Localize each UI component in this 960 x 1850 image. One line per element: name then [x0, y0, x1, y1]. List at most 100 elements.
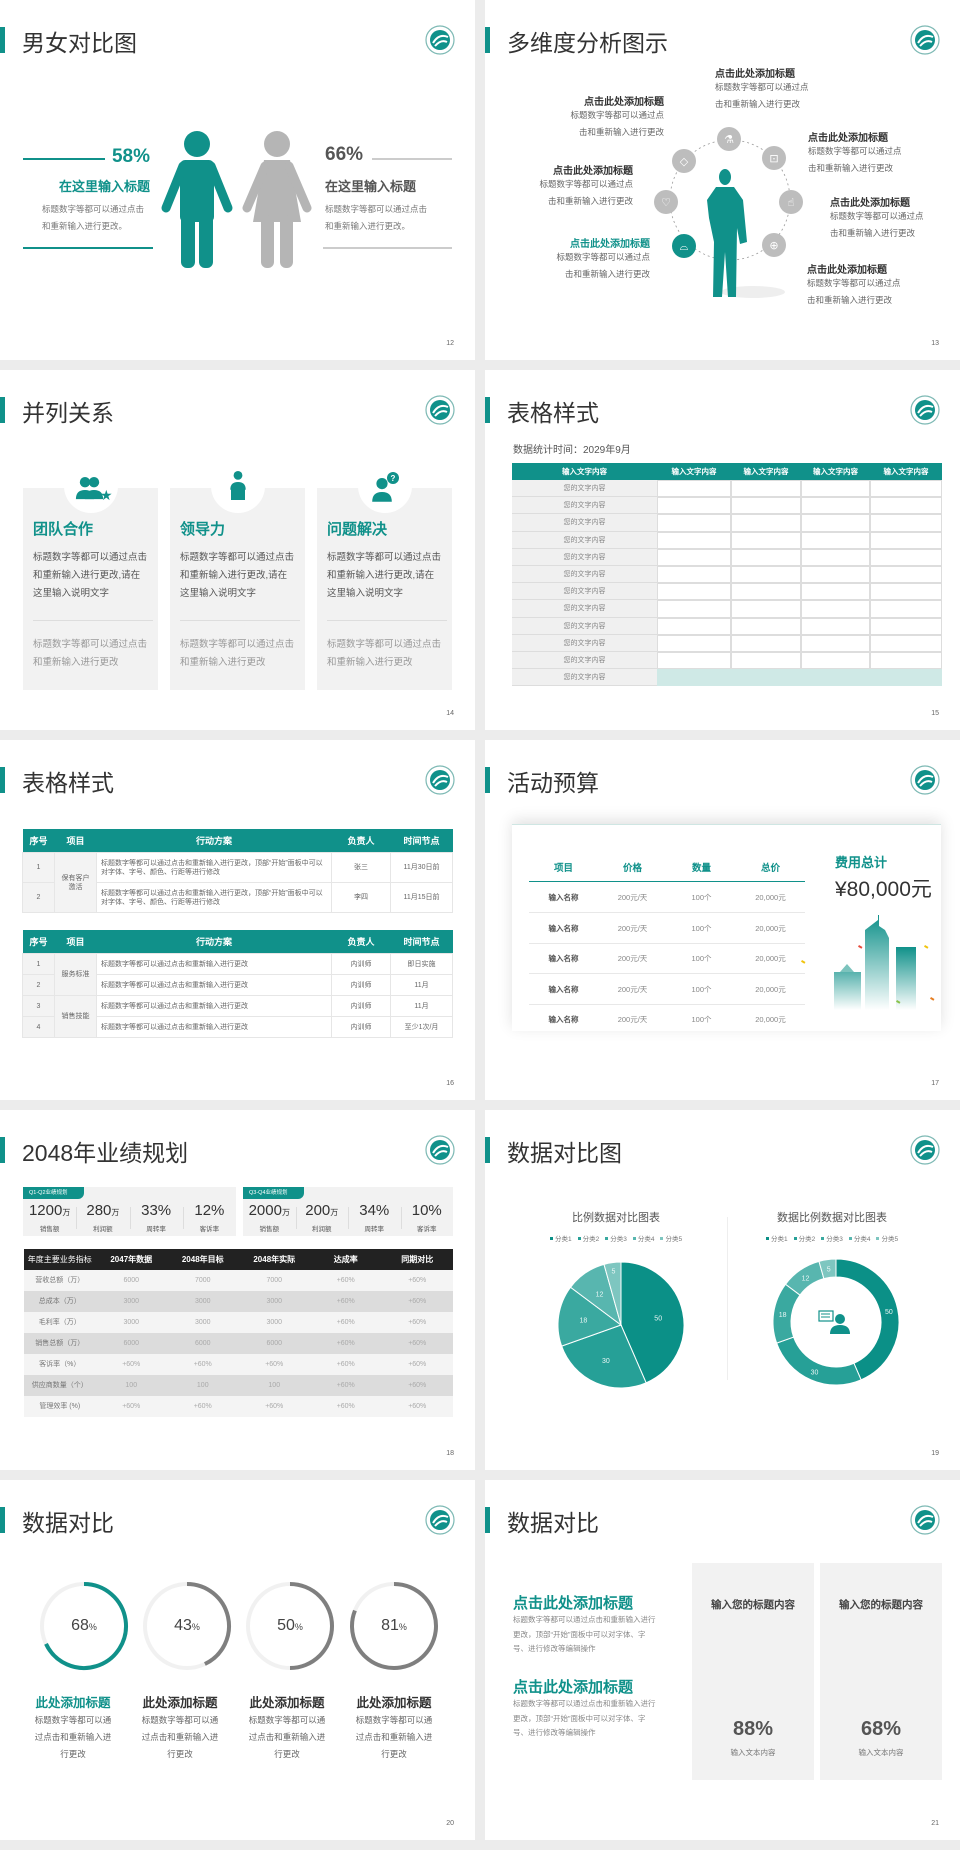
card-body-text: 这里输入说明文字 [33, 588, 110, 599]
female-body-text: 标题数字等都可以通过点击 [325, 204, 428, 214]
school-logo-icon [425, 765, 455, 795]
ring-body-text: 行更改 [60, 1749, 86, 1759]
card-body-text: 和重新输入进行更改,请在 [180, 570, 288, 581]
table-cell [870, 566, 942, 584]
logo-mark [917, 404, 934, 417]
slide-18[interactable]: 2048年业绩规划 18 Q1-Q2业绩规划 1200万 销售额 280万 利润额 33% 周转… [0, 1110, 475, 1470]
ring-body-text: 过点击和重新输入进 [141, 1732, 219, 1742]
card-title: 问题解决 [327, 521, 388, 538]
gauge-label: 输入文本内容 [858, 1748, 904, 1757]
slide-19[interactable]: 数据对比图 19 比例数据对比图表 分类1 分类2 分类3 分类4 分类5 50 30 18 12 5 数… [485, 1110, 960, 1470]
table-cell [870, 617, 942, 635]
logo-mark [432, 1514, 449, 1527]
shadow [721, 286, 785, 298]
legend-label: 分类2 [798, 1236, 816, 1243]
low-building [834, 972, 861, 1010]
shoulders [830, 1325, 850, 1334]
table-cell [870, 634, 942, 652]
table-cell [657, 548, 731, 566]
body [707, 187, 747, 297]
table-cell [801, 600, 870, 618]
card-title: 领导力 [180, 521, 226, 538]
page-number: 13 [931, 340, 939, 347]
slide-14[interactable]: 并列关系 14 ★ 团队合作 标题数字等都可以通过点击 和重新输入进行更改,请在 这里输入说… [0, 370, 475, 730]
parallel-card [170, 488, 305, 690]
ring-body-text: 标题数字等都可以通 [34, 1715, 112, 1725]
card-note-text: 标题数字等都可以通过点击 [180, 639, 295, 650]
row-plan: 标题数字等都可以通过点击和重新输入进行更改，顶部“开始”面板中可以对字体、字号、… [96, 882, 332, 913]
card-note-text: 和重新输入进行更改 [180, 657, 266, 668]
legend-label: 分类3 [610, 1236, 627, 1243]
slide-title: 数据对比 [22, 1510, 114, 1536]
kpi-table-cell: 3000 [123, 1319, 140, 1326]
budget-cell: 输入名称 [548, 984, 579, 994]
slide-13[interactable]: 多维度分析图示 13 ⚗ ◇ ♡ ⌓ ⊡ ☝ ⊕ 点击此处添加标题 标题数字等都可以通过点 击和重新输… [485, 0, 960, 360]
head [233, 471, 243, 480]
row-deadline: 11月15日前 [390, 882, 453, 913]
legend-item: 分类4 [632, 1233, 654, 1243]
globe-icon: ⊕ [762, 233, 786, 257]
table-row-label: 您的文字内容 [512, 583, 657, 601]
title-accent-bar [0, 27, 5, 53]
ring-number: 68 [71, 1617, 89, 1634]
slice-分类5 [818, 1258, 837, 1280]
card-title: 团队合作 [33, 521, 94, 538]
budget-cell: 200元/天 [617, 984, 648, 994]
gauge-value: 68% [820, 1718, 942, 1741]
data-label: 30 [811, 1370, 819, 1377]
row-owner: 内训师 [331, 995, 391, 1017]
slide-21[interactable]: 数据对比 21 点击此处添加标题 标题数字等都可以通过点击和重新输入进行 更改，顶部“开… [485, 1480, 960, 1840]
speaker [230, 471, 246, 490]
kpi-table-cell: +60% [336, 1298, 355, 1305]
kpi-table-cell: +60% [408, 1403, 427, 1410]
slide-title: 2048年业绩规划 [22, 1140, 189, 1166]
card-body-text: 和重新输入进行更改,请在 [327, 570, 435, 581]
ring-title: 此处添加标题 [142, 1696, 218, 1710]
table-cell [801, 514, 870, 532]
diamond-icon: ◇ [672, 149, 696, 173]
table-cell [731, 617, 801, 635]
kpi-table-row [24, 1396, 453, 1417]
legend-swatch [848, 1236, 852, 1240]
ring-body-text: 行更改 [167, 1749, 193, 1759]
slide-title: 多维度分析图示 [507, 30, 668, 56]
kpi-label: 利润额 [312, 1226, 332, 1233]
table-cell [657, 514, 731, 532]
kpi-table-cell: 管理效率 (%) [39, 1403, 81, 1410]
slide-16[interactable]: 表格样式 16 序号 项目 行动方案 负责人 时间节点 1 保有客户激活 标题数字等都可以通过点击… [0, 740, 475, 1100]
legend-item: 分类2 [793, 1233, 816, 1243]
gauge-unit: % [755, 1718, 774, 1740]
item-text: 标题数字等都可以通过点 [807, 278, 901, 288]
data-label: 12 [596, 1292, 604, 1299]
leg [199, 210, 213, 268]
card-divider [327, 620, 447, 621]
kpi-value: 200万 [292, 1202, 352, 1219]
slide-title: 数据对比图 [507, 1140, 622, 1166]
slide-17[interactable]: 活动预算 17 项目 价格 数量 总价 输入名称 200元/天 100个 20,000元 输入名称 2… [485, 740, 960, 1100]
item-text: 标题数字等都可以通过点 [539, 179, 633, 189]
ring-number: 50 [277, 1617, 295, 1634]
leg [261, 215, 274, 268]
ring-progress [289, 1582, 334, 1670]
customer-service-person-icon [818, 1310, 850, 1334]
kpi-table-row [24, 1291, 453, 1312]
page-number: 16 [446, 1080, 454, 1087]
budget-cell: 100个 [691, 984, 712, 994]
table-row: 1 服务标准 标题数字等都可以通过点击和重新输入进行更改 内训师 即日实施 [22, 953, 453, 996]
slide-15[interactable]: 表格样式 15 数据统计时间：2029年9月 输入文字内容 输入文字内容 输入文字内容 输入… [485, 370, 960, 730]
table-row-label: 您的文字内容 [512, 600, 657, 618]
table-row: 3 销售技能 标题数字等都可以通过点击和重新输入进行更改 内训师 11月 [22, 995, 453, 1038]
ring-value: 50% [260, 1617, 320, 1635]
ring-title: 此处添加标题 [356, 1696, 432, 1710]
ring-title: 此处添加标题 [35, 1696, 111, 1710]
page-number: 21 [931, 1820, 939, 1827]
kpi-table-cell: 毛利率（万） [38, 1319, 81, 1326]
table-header-cell: 序号 [22, 829, 55, 853]
slide-20[interactable]: 数据对比 20 68% 此处添加标题 标题数字等都可以通 过点击和重新输入进 行更改 43% 此… [0, 1480, 475, 1840]
donut-chart: 50 30 18 12 5 [772, 1258, 900, 1386]
row-number: 3 [22, 995, 55, 1017]
kpi-table-cell: 3000 [266, 1319, 283, 1326]
logo-mark [432, 1144, 449, 1157]
table-cell [731, 531, 801, 549]
slide-12[interactable]: 男女对比图 12 58% 在这里输入标题 标题数字等都可以通过点击 和重新输入进行更改。 6… [0, 0, 475, 360]
